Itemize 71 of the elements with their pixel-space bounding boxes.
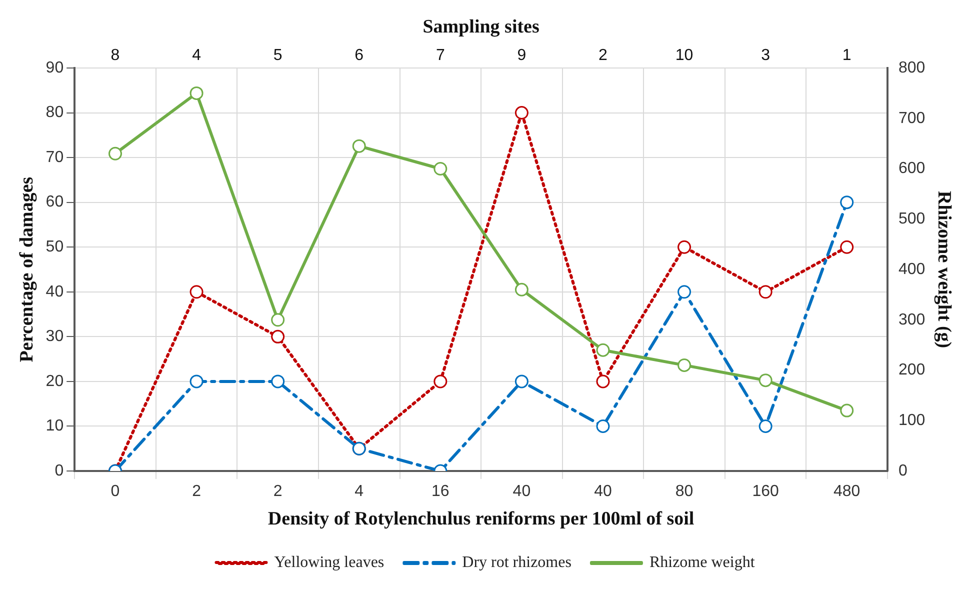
- text: 3: [761, 46, 770, 64]
- x-tick-label: 80: [675, 483, 694, 500]
- text: 10: [675, 46, 694, 64]
- x-tick-label: 16: [432, 483, 450, 500]
- y-tick-label: 70: [46, 148, 64, 166]
- legend-label: Yellowing leaves: [274, 554, 384, 572]
- point: [840, 404, 854, 418]
- point: [678, 240, 692, 254]
- y2-tick-label: 200: [898, 362, 926, 379]
- point: [352, 139, 366, 153]
- point: [840, 196, 854, 210]
- x-tick-label: 40: [512, 483, 531, 500]
- x-tick-label: 0: [110, 483, 120, 500]
- point: [190, 374, 204, 388]
- point: [271, 330, 285, 344]
- y-tick-label: 40: [46, 283, 64, 300]
- y-tick-label: 20: [46, 372, 64, 390]
- point: [271, 374, 285, 388]
- point: [758, 419, 772, 433]
- x-tick-label: 40: [594, 483, 612, 500]
- text: 6: [354, 46, 364, 64]
- y2-tick-label: 800: [898, 59, 926, 76]
- point: [514, 282, 528, 296]
- x-tick-label: 160: [752, 483, 780, 500]
- y2-tick-label: 500: [898, 210, 926, 228]
- point: [190, 285, 204, 299]
- y-tick-label: 80: [46, 104, 64, 122]
- x-tick-label: 4: [354, 483, 364, 500]
- point: [271, 313, 285, 327]
- text: 8: [110, 46, 120, 64]
- y2-tick-label: 100: [898, 412, 926, 430]
- point: [596, 343, 610, 357]
- y2-tick-label: 700: [898, 110, 926, 127]
- legend-label: Dry rot rhizomes: [462, 554, 572, 572]
- y-axis-title: Percentage of damages: [16, 176, 38, 362]
- point: [190, 86, 204, 100]
- point: [758, 374, 772, 388]
- legend-label: Rhizome weight: [649, 554, 756, 572]
- point: [108, 146, 122, 160]
- text: 7: [436, 46, 445, 64]
- text: 9: [517, 46, 526, 64]
- point: [678, 285, 692, 299]
- y-tick-label: 10: [46, 418, 64, 435]
- y2-tick-label: 0: [898, 462, 908, 480]
- point: [596, 374, 610, 388]
- y-tick-label: 60: [46, 194, 64, 211]
- point: [596, 419, 610, 433]
- text: 1: [842, 46, 852, 64]
- y-tick-label: 30: [46, 328, 64, 346]
- point: [758, 285, 772, 299]
- point: [434, 374, 448, 388]
- x-tick-label: 2: [273, 483, 282, 500]
- text: 5: [273, 46, 282, 64]
- y2-tick-label: 400: [898, 260, 926, 278]
- y2-tick-label: 600: [898, 160, 926, 178]
- point: [678, 358, 692, 372]
- y-tick-label: 90: [46, 59, 64, 76]
- x-tick-label: 2: [192, 483, 202, 500]
- y-tick-label: 0: [54, 462, 64, 480]
- point: [840, 240, 854, 254]
- y-tick-label: 50: [46, 238, 64, 256]
- y2-axis-title: Rhizome weight (g): [934, 190, 955, 348]
- point: [514, 374, 528, 388]
- y2-tick-label: 300: [898, 311, 926, 328]
- point: [514, 106, 528, 120]
- x2-axis-title: Sampling sites: [422, 16, 540, 38]
- x-tick-label: 480: [834, 483, 860, 500]
- text: 4: [192, 46, 202, 64]
- point: [434, 162, 448, 176]
- x-axis-title: Density of Rotylenchulus reniforms per 100ml of soil: [268, 508, 694, 530]
- text: 2: [598, 46, 608, 64]
